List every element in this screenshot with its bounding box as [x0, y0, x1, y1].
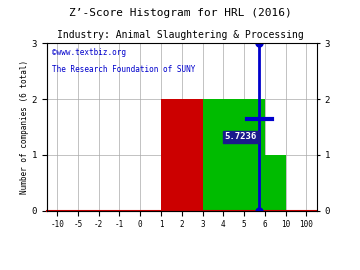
- Text: 5.7236: 5.7236: [225, 133, 257, 141]
- Bar: [161, 99, 203, 211]
- Text: The Research Foundation of SUNY: The Research Foundation of SUNY: [52, 65, 195, 74]
- Y-axis label: Number of companies (6 total): Number of companies (6 total): [20, 60, 29, 194]
- Text: Industry: Animal Slaughtering & Processing: Industry: Animal Slaughtering & Processi…: [57, 30, 303, 40]
- Text: ©www.textbiz.org: ©www.textbiz.org: [52, 48, 126, 57]
- Text: Z’-Score Histogram for HRL (2016): Z’-Score Histogram for HRL (2016): [69, 8, 291, 18]
- Bar: [203, 99, 265, 211]
- Bar: [265, 155, 285, 211]
